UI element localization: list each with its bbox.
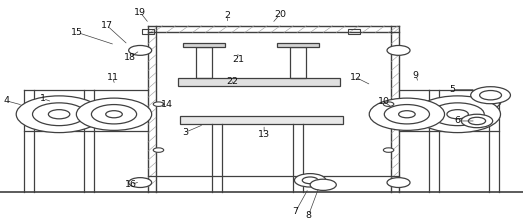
Text: 11: 11 <box>107 73 118 82</box>
Text: 7: 7 <box>292 207 299 216</box>
Text: 20: 20 <box>274 10 286 19</box>
Circle shape <box>447 110 469 119</box>
Circle shape <box>383 102 394 106</box>
Circle shape <box>16 96 102 133</box>
Circle shape <box>431 103 484 126</box>
Circle shape <box>106 111 122 118</box>
Text: 3: 3 <box>183 128 189 137</box>
Circle shape <box>369 98 445 130</box>
Circle shape <box>302 177 318 184</box>
Text: 15: 15 <box>72 28 83 37</box>
Circle shape <box>461 114 493 128</box>
Text: 13: 13 <box>258 130 270 139</box>
Circle shape <box>76 98 152 130</box>
Circle shape <box>469 117 485 125</box>
Circle shape <box>129 178 152 187</box>
Text: 10: 10 <box>379 97 390 106</box>
Bar <box>178 78 340 86</box>
Circle shape <box>399 111 415 118</box>
Circle shape <box>153 148 164 152</box>
Circle shape <box>49 110 70 119</box>
Circle shape <box>129 45 152 55</box>
Circle shape <box>92 105 137 124</box>
Bar <box>196 47 212 78</box>
Bar <box>180 116 343 124</box>
Text: 22: 22 <box>227 77 238 86</box>
Bar <box>277 43 319 47</box>
Circle shape <box>387 45 410 55</box>
Text: 8: 8 <box>305 211 312 220</box>
Text: 16: 16 <box>125 180 137 189</box>
Circle shape <box>480 90 502 100</box>
Text: 12: 12 <box>350 73 361 82</box>
Text: 6: 6 <box>454 116 461 125</box>
Circle shape <box>415 96 501 133</box>
Text: 21: 21 <box>232 55 244 64</box>
Circle shape <box>310 179 336 190</box>
Circle shape <box>383 148 394 152</box>
Text: 1: 1 <box>40 94 46 103</box>
Bar <box>183 43 225 47</box>
Text: 2: 2 <box>224 11 231 20</box>
Text: 19: 19 <box>134 8 146 17</box>
Circle shape <box>471 87 510 104</box>
Circle shape <box>32 103 86 126</box>
Circle shape <box>294 174 326 187</box>
Bar <box>142 29 154 34</box>
Text: 17: 17 <box>101 21 113 30</box>
Text: 14: 14 <box>162 100 173 109</box>
Bar <box>348 29 360 34</box>
Circle shape <box>153 102 164 106</box>
Text: 5: 5 <box>449 85 456 94</box>
Text: 18: 18 <box>124 53 135 62</box>
Text: 9: 9 <box>413 71 419 80</box>
Text: 4: 4 <box>3 96 9 105</box>
Bar <box>290 47 306 78</box>
Circle shape <box>384 105 429 124</box>
Circle shape <box>387 178 410 187</box>
